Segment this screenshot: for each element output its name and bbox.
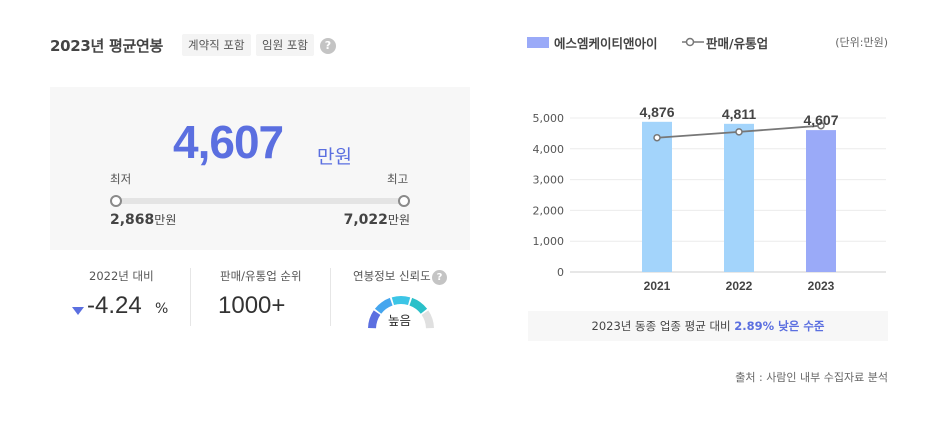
industry-point	[735, 128, 743, 136]
y-tick-label: 2,000	[533, 204, 565, 217]
comparison-note: 2023년 동종 업종 평균 대비 2.89% 낮은 수준	[528, 311, 888, 341]
min-salary: 2,868만원	[110, 211, 176, 228]
y-tick-label: 5,000	[533, 112, 565, 125]
legend-company: 에스엠케이티앤아이	[554, 36, 658, 51]
y-tick-label: 0	[557, 266, 564, 279]
page-title: 2023년 평균연봉	[50, 37, 163, 55]
stats-divider	[190, 268, 191, 326]
y-tick-label: 1,000	[533, 235, 565, 248]
reliability-label: 연봉정보 신뢰도	[353, 269, 431, 283]
range-max-marker	[398, 195, 410, 207]
help-icon[interactable]: ?	[320, 38, 336, 54]
tag-executive-included: 임원 포함	[256, 34, 314, 56]
bar-value-label: 4,876	[639, 104, 674, 120]
salary-chart: 5,000 4,000 3,000 2,000 1,000 0 4,876 2021 4,81…	[533, 104, 886, 293]
tag-contract-included: 계약직 포함	[182, 34, 251, 56]
change-percent-sign: %	[155, 301, 169, 317]
min-salary-value: 2,868	[110, 212, 155, 228]
x-tick-label: 2021	[644, 279, 671, 293]
gauge-segment	[374, 297, 393, 314]
gauge-segment	[391, 296, 411, 306]
salary-panel: 4,607 만원 최저 최고 2,868만원 7,022만원	[50, 87, 470, 250]
legend-line-icon	[682, 37, 704, 47]
bar-value-label: 4,811	[722, 106, 756, 122]
reliability-value: 높음	[388, 313, 412, 328]
y-tick-label: 4,000	[533, 143, 565, 156]
unit-label: (단위:만원)	[835, 36, 888, 49]
industry-point	[653, 133, 661, 142]
x-tick-label: 2023	[808, 279, 835, 293]
gauge-segment	[368, 310, 381, 329]
y-tick-label: 3,000	[533, 174, 565, 187]
reliability-gauge	[368, 296, 434, 329]
gauge-segment	[421, 310, 434, 329]
bar-2023	[806, 130, 836, 272]
bar-value-label: 4,607	[803, 112, 838, 128]
max-label: 최고	[387, 172, 409, 186]
source-text: 출처 : 사람인 내부 수집자료 분석	[735, 371, 888, 384]
average-salary-unit: 만원	[317, 146, 352, 168]
note-highlight: 2.89% 낮은 수준	[734, 319, 825, 333]
bar-2022	[724, 123, 754, 272]
help-icon[interactable]: ?	[432, 270, 447, 285]
x-tick-label: 2022	[726, 279, 753, 293]
max-salary: 7,022만원	[344, 211, 410, 228]
min-salary-unit: 만원	[154, 213, 177, 227]
max-salary-unit: 만원	[387, 213, 410, 227]
range-min-marker	[110, 195, 122, 207]
salary-range-track	[116, 198, 404, 204]
min-label: 최저	[110, 172, 132, 186]
bar-2021	[642, 121, 672, 272]
industry-point	[817, 121, 825, 130]
legend-bar-swatch	[527, 37, 549, 48]
max-salary-value: 7,022	[343, 212, 388, 228]
down-arrow-icon	[72, 307, 84, 315]
rank-value: 1000+	[218, 292, 286, 319]
change-label: 2022년 대비	[89, 269, 154, 283]
gauge-segment	[409, 297, 428, 314]
average-salary-value: 4,607	[173, 116, 284, 168]
legend-industry: 판매/유통업	[706, 36, 769, 51]
rank-label: 판매/유통업 순위	[220, 269, 302, 283]
change-value: -4.24	[87, 292, 142, 319]
note-prefix: 2023년 동종 업종 평균 대비	[591, 319, 731, 333]
stats-divider	[330, 268, 331, 326]
